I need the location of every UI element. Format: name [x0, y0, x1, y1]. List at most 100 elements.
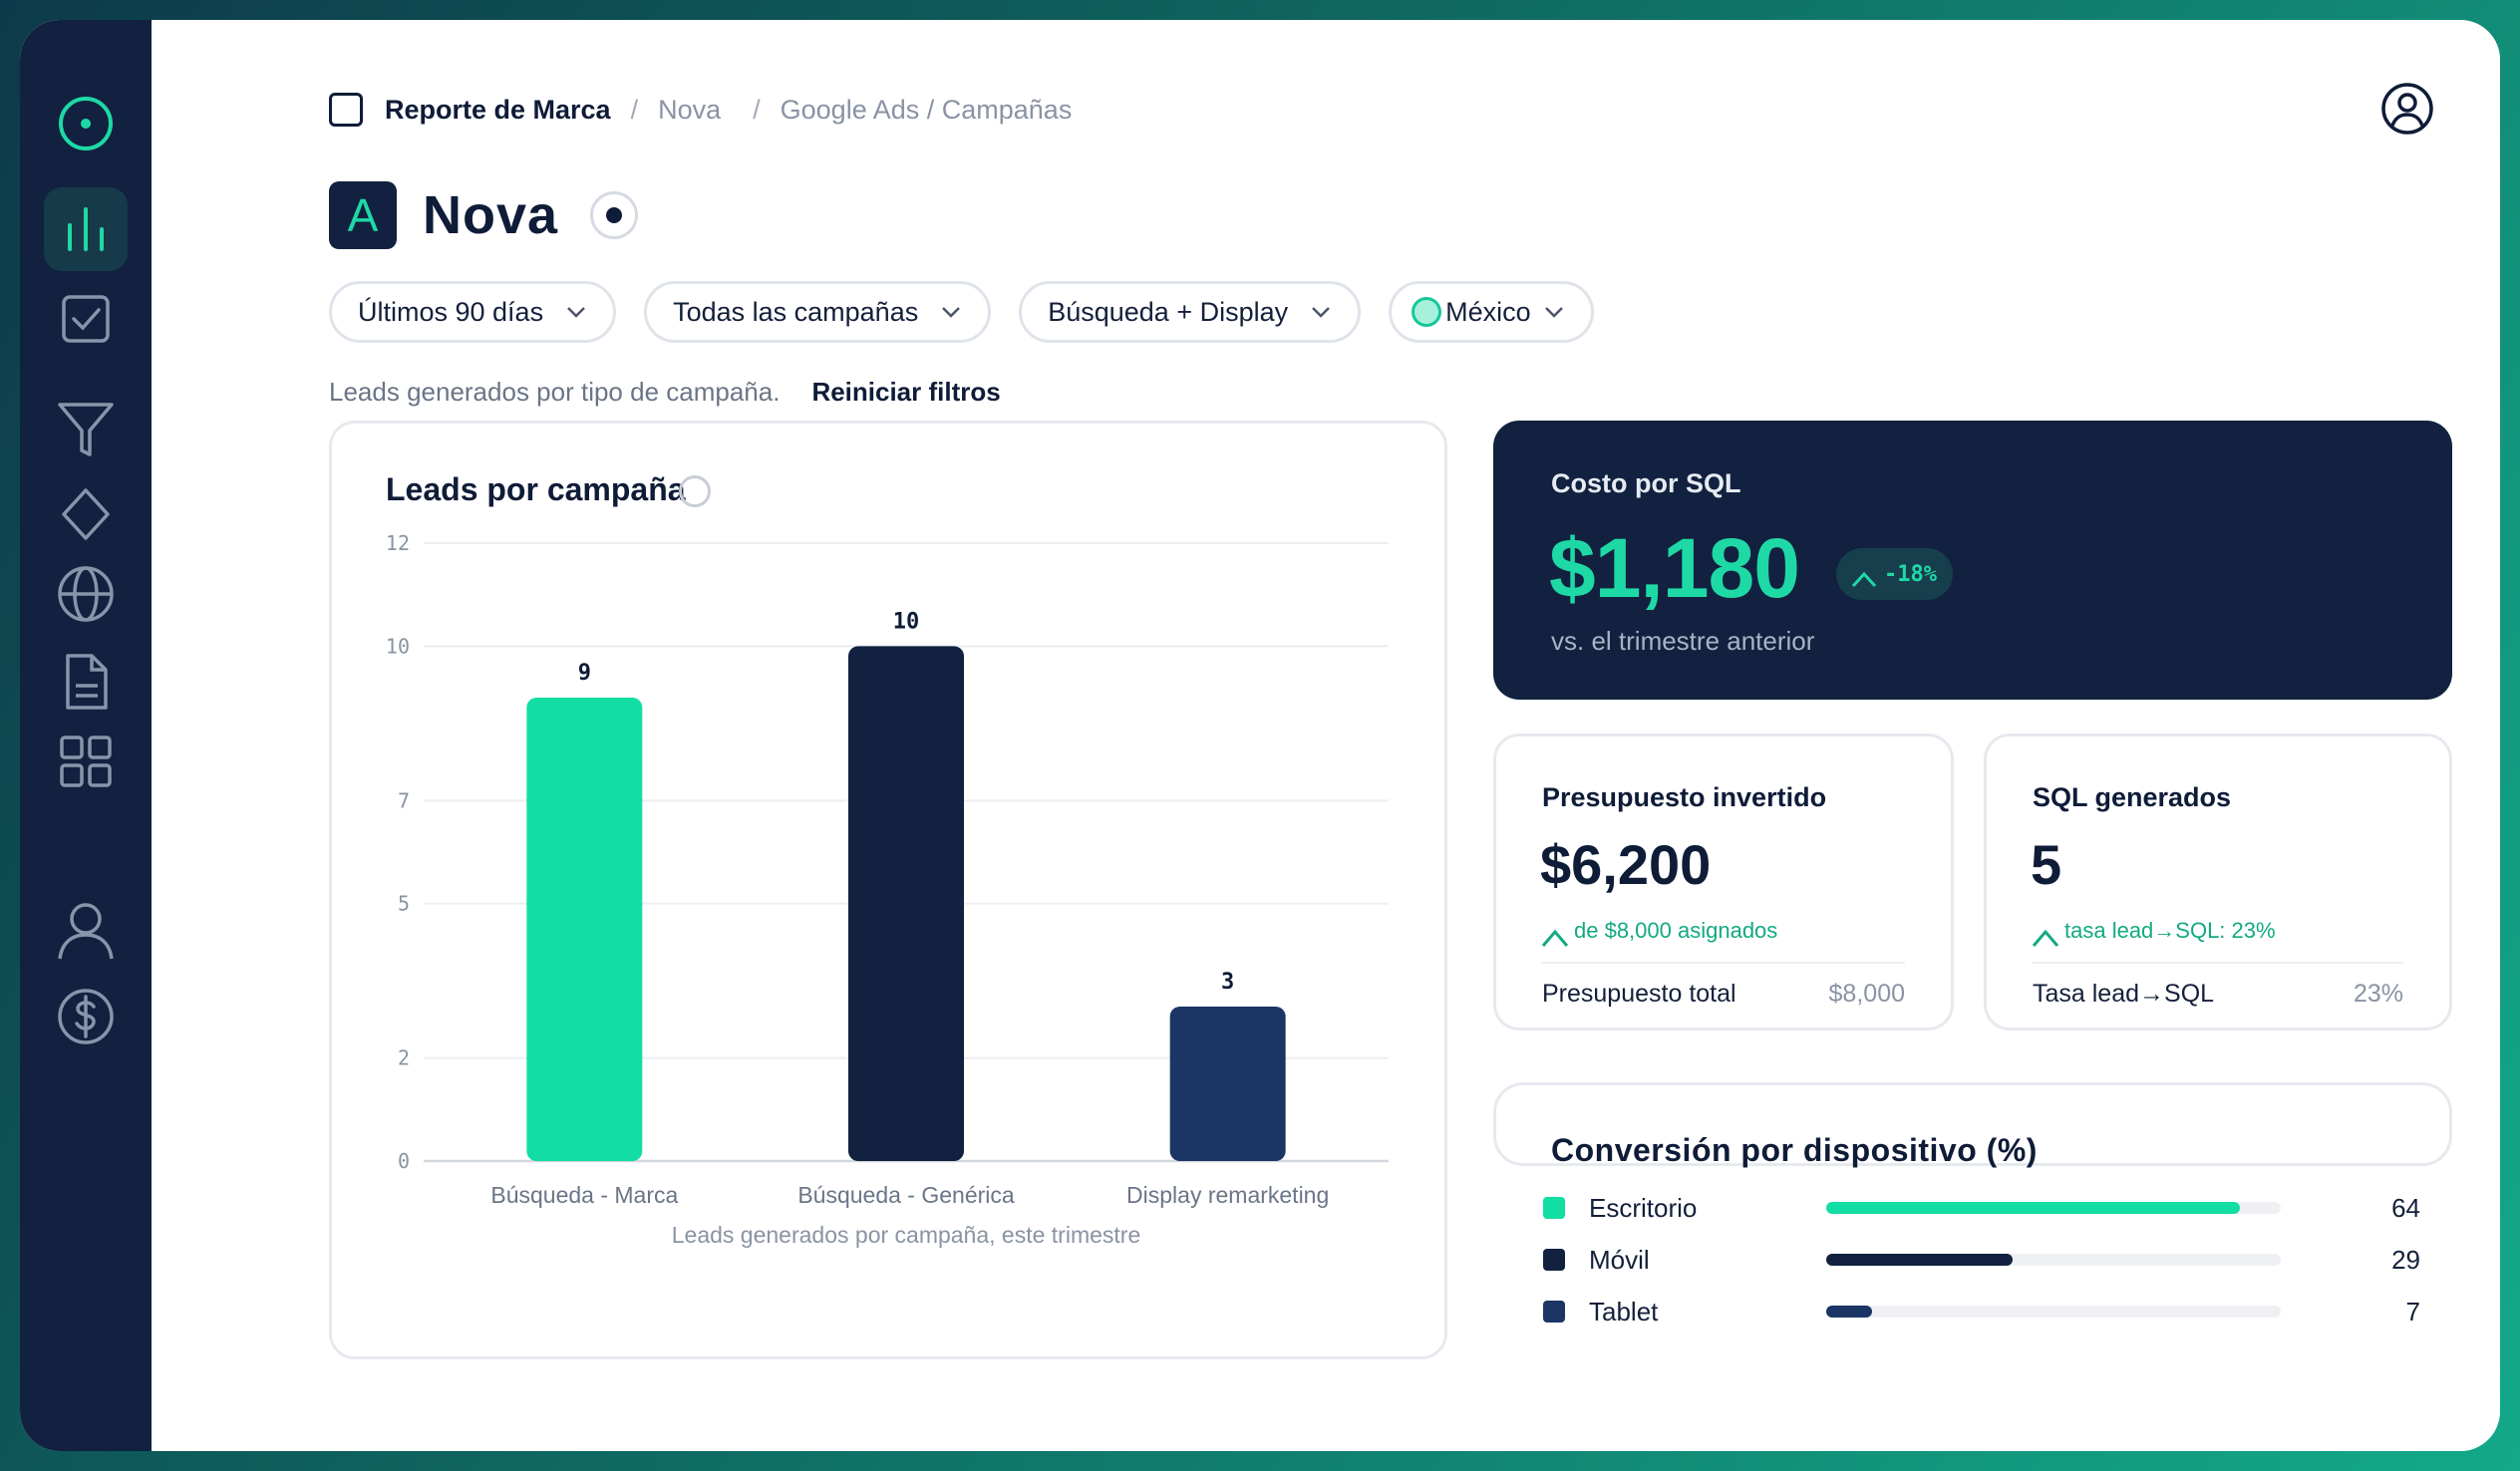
network-filter-label: Búsqueda + Display: [1048, 296, 1289, 327]
user-icon[interactable]: [44, 889, 128, 973]
budget-delta-text: de $8,000 asignados: [1574, 918, 1778, 943]
data-label: 3: [1221, 970, 1234, 995]
page-header: A Nova: [329, 181, 639, 249]
conversion-row-movil: Móvil 29: [1543, 1240, 2420, 1280]
breadcrumb-separator: /: [630, 94, 639, 125]
progress-track: [1826, 1306, 2281, 1318]
dollar-icon[interactable]: [44, 975, 128, 1058]
campaign-filter-label: Todas las campañas: [673, 296, 919, 327]
main-content: Reporte de Marca / Nova / Google Ads / C…: [152, 20, 2500, 1451]
campaign-filter[interactable]: Todas las campañas: [644, 281, 992, 343]
bar: [848, 646, 964, 1161]
conversion-row-label: Escritorio: [1589, 1192, 1698, 1223]
budget-label: Presupuesto invertido: [1542, 782, 1827, 812]
leads-bar-chart: 0 2 5 7 10 12 9 Búsqueda - Marca 10 Búsqueda - Ge…: [386, 531, 1389, 1248]
filter-bar: Últimos 90 días Todas las campañas Búsqu…: [329, 281, 1594, 343]
bar: [1169, 1007, 1286, 1161]
sql-rate-value: 23%: [2353, 980, 2403, 1008]
conversion-card: [1493, 1082, 2452, 1166]
grid-icon[interactable]: [44, 720, 128, 803]
target-icon[interactable]: [44, 82, 128, 165]
record-icon[interactable]: [590, 191, 639, 239]
conversion-row-tablet: Tablet 7: [1543, 1292, 2420, 1331]
chart-title: Leads por campaña: [386, 471, 686, 507]
budget-card: Presupuesto invertido $6,200 de $8,000 a…: [1493, 734, 1954, 1030]
breadcrumb-brand[interactable]: Reporte de Marca: [385, 94, 611, 125]
page-title: Nova: [423, 185, 559, 245]
conversion-row-value: 7: [2405, 1296, 2420, 1326]
trend-up-icon: [1541, 929, 1569, 947]
conversion-row-value: 29: [2391, 1244, 2420, 1275]
y-tick-label: 5: [398, 892, 410, 916]
legend-swatch: [1543, 1197, 1565, 1219]
cost-per-sql-card: Costo por SQL $1,180 -18% vs. el trimest…: [1493, 421, 2452, 700]
sidebar: [20, 20, 152, 1451]
change-badge: -18%: [1836, 548, 1953, 600]
x-tick-label: Búsqueda - Genérica: [797, 1182, 1015, 1208]
y-tick-label: 12: [386, 531, 410, 555]
conversion-title: Conversión por dispositivo (%): [1551, 1132, 2038, 1168]
network-filter[interactable]: Búsqueda + Display: [1019, 281, 1362, 343]
breadcrumb: Reporte de Marca / Nova / Google Ads / C…: [329, 90, 1072, 130]
progress-fill: [1826, 1202, 2240, 1214]
sql-rate-label: Tasa lead→SQL: [2033, 980, 2215, 1008]
filter-summary: Leads generados por tipo de campaña. Rei…: [329, 377, 1001, 408]
y-tick-label: 0: [398, 1149, 410, 1173]
budget-total-value: $8,000: [1828, 980, 1905, 1008]
progress-track: [1826, 1254, 2281, 1266]
sql-delta: tasa lead→SQL: 23%: [2031, 914, 2276, 948]
progress-track: [1826, 1202, 2281, 1214]
chevron-down-icon: [942, 307, 961, 318]
select-checkbox[interactable]: [329, 93, 363, 127]
conversion-row-label: Tablet: [1589, 1296, 1659, 1326]
breadcrumb-section[interactable]: Google Ads / Campañas: [780, 94, 1073, 125]
chevron-down-icon: [1544, 307, 1563, 318]
data-label: 9: [578, 661, 591, 686]
change-badge-value: -18%: [1884, 561, 1937, 587]
conversion-row-value: 64: [2391, 1192, 2420, 1223]
trend-up-icon: [1851, 571, 1877, 588]
cost-per-sql-value: $1,180: [1549, 521, 1800, 615]
leads-chart-card: Leads por campaña 0 2 5 7 10 12 9 Búsqueda - Ma…: [329, 421, 1447, 1359]
cost-per-sql-label: Costo por SQL: [1551, 468, 1741, 498]
account-icon[interactable]: [2380, 82, 2434, 136]
legend-swatch: [1543, 1301, 1565, 1323]
x-axis-label: Leads generados por campaña, este trimes…: [672, 1222, 1141, 1248]
country-flag-icon: [1412, 297, 1442, 327]
progress-fill: [1826, 1306, 1872, 1318]
budget-delta: de $8,000 asignados: [1540, 914, 1777, 948]
document-icon[interactable]: [44, 640, 128, 724]
divider: [1542, 962, 1905, 964]
conversion-row-escritorio: Escritorio 64: [1543, 1188, 2420, 1228]
y-tick-label: 7: [398, 788, 410, 812]
x-tick-label: Display remarketing: [1126, 1182, 1329, 1208]
bar: [526, 698, 643, 1161]
breadcrumb-client[interactable]: Nova: [658, 94, 722, 125]
conversion-row-label: Móvil: [1589, 1244, 1650, 1275]
cost-per-sql-subtitle: vs. el trimestre anterior: [1551, 626, 1815, 656]
funnel-icon[interactable]: [44, 387, 128, 470]
y-tick-label: 2: [398, 1046, 410, 1070]
legend-swatch: [1543, 1249, 1565, 1271]
country-filter[interactable]: México: [1389, 281, 1594, 343]
bar-chart-icon[interactable]: [44, 187, 128, 271]
y-tick-label: 10: [386, 634, 410, 658]
country-filter-label: México: [1445, 296, 1531, 327]
sql-label: SQL generados: [2033, 782, 2232, 812]
app-window: Reporte de Marca / Nova / Google Ads / C…: [20, 20, 2500, 1451]
trend-up-icon: [2032, 929, 2059, 947]
budget-value: $6,200: [1540, 833, 1712, 896]
sql-card: SQL generados 5 tasa lead→SQL: 23% Tasa …: [1984, 734, 2452, 1030]
sql-delta-text: tasa lead→SQL: 23%: [2064, 918, 2276, 943]
sql-value: 5: [2031, 833, 2062, 896]
reset-filters-link[interactable]: Reiniciar filtros: [811, 377, 1001, 407]
globe-icon[interactable]: [44, 552, 128, 636]
budget-total-label: Presupuesto total: [1542, 980, 1736, 1008]
chevron-down-icon: [1312, 307, 1331, 318]
checkbox-icon[interactable]: [44, 277, 128, 361]
client-logo: A: [329, 181, 397, 249]
period-filter[interactable]: Últimos 90 días: [329, 281, 617, 343]
diamond-icon[interactable]: [44, 472, 128, 556]
info-icon[interactable]: [679, 475, 711, 507]
breadcrumb-separator: /: [753, 94, 761, 125]
